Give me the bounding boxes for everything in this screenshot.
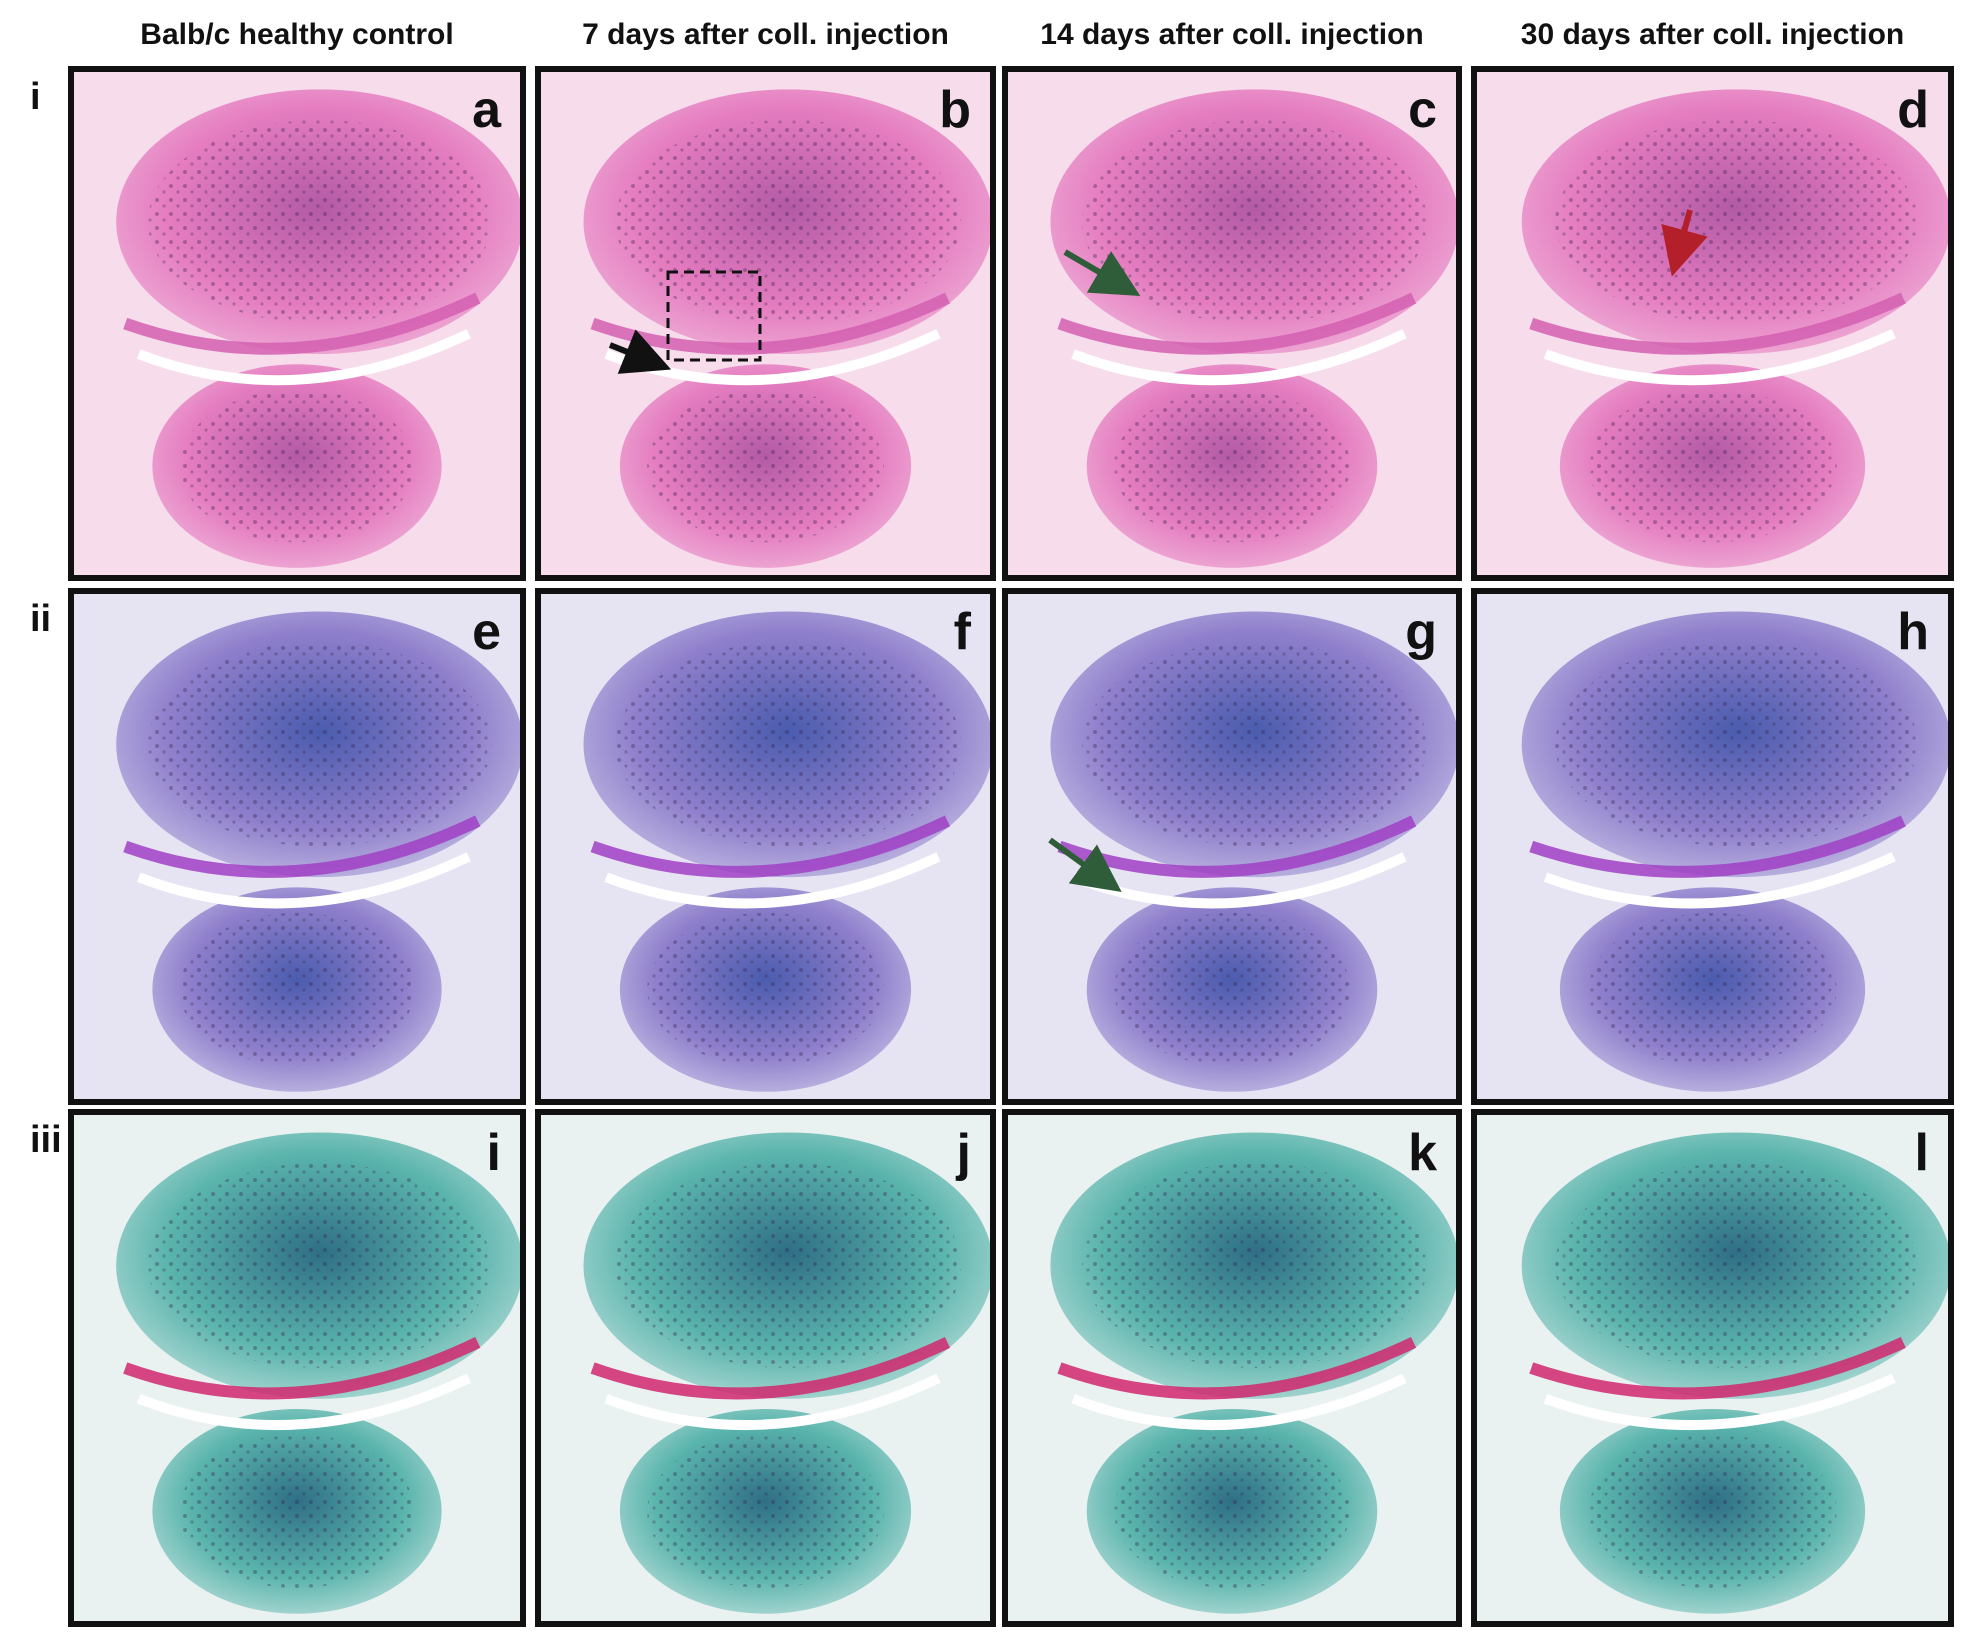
panel-letter: h	[1897, 603, 1929, 661]
joint-space	[136, 852, 471, 909]
panel-letter: e	[472, 603, 501, 661]
tissue-texture	[179, 389, 415, 543]
panel-letter: d	[1897, 81, 1929, 139]
micrograph-panel: i	[68, 1109, 526, 1627]
tissue-texture	[1082, 119, 1428, 324]
cartilage	[123, 1336, 481, 1400]
tissue-texture	[1555, 119, 1918, 324]
joint-space	[604, 1373, 941, 1431]
panel-border	[535, 66, 996, 581]
cartilage	[1529, 1336, 1906, 1400]
joint-space	[137, 329, 471, 386]
cartilage	[590, 815, 951, 878]
row-label: i	[30, 76, 41, 118]
panel-border	[1471, 1109, 1954, 1627]
arrow	[1661, 209, 1708, 277]
tissue-texture	[179, 912, 415, 1067]
cartilage	[123, 815, 481, 878]
tissue-texture	[1082, 1163, 1428, 1368]
row-label: iii	[30, 1119, 62, 1161]
joint-space	[1543, 1373, 1896, 1430]
joint-space	[604, 852, 941, 909]
tissue-texture	[1113, 912, 1351, 1067]
panel-border	[68, 1109, 526, 1627]
joint-space	[1543, 329, 1896, 386]
arrow	[608, 329, 672, 374]
micrograph-panel: d	[1471, 66, 1954, 581]
joint-space	[136, 1373, 471, 1431]
column-header: 7 days after coll. injection	[582, 18, 949, 51]
joint-space	[1071, 1373, 1407, 1431]
micrograph-panel: a	[68, 66, 526, 581]
micrograph-panel: l	[1471, 1109, 1954, 1627]
panel-letter: c	[1408, 81, 1437, 139]
tissue-texture	[1082, 642, 1428, 847]
cartilage	[590, 1336, 951, 1400]
micrograph-panel: j	[535, 1109, 996, 1627]
cartilage	[1057, 292, 1417, 355]
panel-letter: j	[956, 1124, 971, 1182]
panel-border	[68, 66, 526, 581]
tissue-texture	[647, 1434, 884, 1589]
panel-border	[535, 588, 996, 1105]
micrograph-panel: b	[535, 66, 996, 581]
panel-border	[1002, 66, 1462, 581]
tissue-texture	[147, 119, 492, 324]
column-header: 30 days after coll. injection	[1521, 18, 1904, 51]
micrograph-panel: e	[68, 588, 526, 1105]
tissue-texture	[647, 912, 884, 1067]
panel-border	[1002, 588, 1462, 1105]
panel-letter: i	[487, 1124, 501, 1182]
cartilage	[1057, 1336, 1417, 1400]
arrow	[1063, 249, 1141, 297]
arrows	[608, 209, 1708, 893]
cartilage	[123, 292, 481, 355]
tissue-texture	[615, 642, 962, 847]
tissue-texture	[615, 1163, 962, 1368]
panel-grid: a b c d e f g h i j k l	[68, 66, 1954, 1627]
tissue-texture	[147, 1163, 492, 1368]
labels: Balb/c healthy control 7 days after coll.…	[30, 18, 1904, 1161]
joint-space	[1543, 852, 1896, 909]
panel-border	[1471, 588, 1954, 1105]
micrograph-panel: h	[1471, 588, 1954, 1105]
cartilage	[1529, 815, 1906, 878]
micrograph-panel: g	[1002, 588, 1462, 1105]
panel-letter: b	[939, 81, 971, 139]
tissue-texture	[1555, 1163, 1918, 1368]
panel-letter: k	[1408, 1124, 1437, 1182]
column-header: Balb/c healthy control	[140, 18, 453, 51]
joint-space	[1071, 329, 1407, 386]
inset-box	[666, 270, 762, 362]
tissue-texture	[147, 642, 492, 847]
panel-border	[1002, 1109, 1462, 1627]
tissue-texture	[179, 1434, 415, 1589]
tissue-texture	[647, 389, 884, 543]
panel-border	[1471, 66, 1954, 581]
panel-letter: g	[1405, 603, 1437, 661]
micrograph-panel: f	[535, 588, 996, 1105]
panel-letter: f	[954, 603, 972, 661]
panel-border	[68, 588, 526, 1105]
panel-letter: l	[1915, 1124, 1929, 1182]
row-label: ii	[30, 598, 51, 640]
tissue-texture	[1113, 1434, 1351, 1589]
tissue-texture	[1588, 1434, 1837, 1589]
arrow	[1048, 837, 1122, 893]
micrograph-panel: c	[1002, 66, 1462, 581]
tissue-texture	[1555, 642, 1918, 847]
cartilage	[1529, 292, 1906, 355]
tissue-texture	[1588, 389, 1837, 543]
micrograph-panel: k	[1002, 1109, 1462, 1627]
tissue-texture	[1113, 389, 1351, 543]
panel-border	[535, 1109, 996, 1627]
column-header: 14 days after coll. injection	[1040, 18, 1423, 51]
panel-letter: a	[472, 81, 502, 139]
tissue-texture	[1588, 912, 1837, 1067]
